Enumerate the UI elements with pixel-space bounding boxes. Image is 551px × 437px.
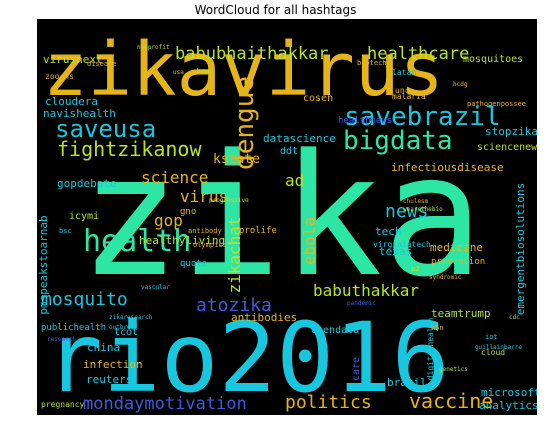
word-healthyliving: healthyliving [139,234,225,247]
word-china: china [87,341,120,354]
word-healthcare: healthcare [367,44,469,64]
word-iot: iot [485,333,498,341]
word-babuthakkar: babuthakkar [313,281,419,300]
word-mosquito: mosquito [41,289,128,310]
word-research: research [47,336,76,343]
word-usa: usa [173,69,184,76]
word-pregnancy: pregnancy [41,400,85,409]
word-datascience: datascience [263,132,336,145]
word-news: news [385,201,428,222]
word-cloudera: cloudera [45,95,98,108]
word-ad: ad [285,171,304,190]
word-health: health [83,224,191,259]
word-prevention: prevention [431,257,485,267]
word-science: science [141,168,208,187]
word-cdc: cdc [509,314,520,321]
word-quote: quote [180,259,207,269]
word-publichealth: publichealth [41,323,106,333]
word-vascular: vascular [141,284,170,291]
word-genetics: genetics [439,366,468,373]
word-unc: unc [395,86,410,95]
word-chulesm: chulesm [403,198,429,205]
word-analytics: analytics [479,399,537,412]
word-malaria: malaria [392,92,426,101]
cloud-background [37,19,537,415]
word-outbreak: outbreak [109,324,138,331]
word-p2: p2 [411,265,419,273]
word-atozika: atozika [196,295,272,316]
word-sciencenews: sciencenews [477,142,537,153]
word-politics: politics [285,392,372,413]
word-reuters: reuters [86,373,132,386]
word-pathogenpossee: pathogenpossee [467,100,526,108]
word-tcot: tcot [114,327,138,338]
word-virusnext: virusnext [43,53,103,66]
word-kstate: kstate [213,152,260,167]
word-care: care [351,357,362,381]
word-cosen: cosen [303,93,333,104]
word-microsoft: microsoft [481,386,537,399]
word-opendata: opendata [311,325,359,336]
word-icymi: icymi [69,211,99,222]
word-dengue: dengue [230,76,260,170]
word-obama: obama [193,68,211,75]
word-ebola: ebola [300,217,319,265]
word-nonprofit: nonprofit [137,44,170,51]
word-latam: latam [392,68,416,77]
word-wearethebio: wearethebio [403,206,443,213]
word-disease: disease [87,60,117,68]
word-virginiatech: virginiatech [373,240,431,249]
word-pmspeakstoarnab: pmspeakstoarnab [37,215,50,314]
word-teamtrump: teamtrump [431,307,491,320]
word-guillainbarre: guillainbarre [475,344,522,351]
word-stopzika: stopzika [485,125,537,138]
word-zoochs: zoochs [45,72,74,81]
word-mosquitoes: mosquitoes [463,54,523,65]
word-progressive: progressive [209,197,249,204]
word-syndromic: syndromic [429,274,462,281]
word-zikavirus: zikavirus [43,27,444,113]
word-h5n: h5n [431,324,444,332]
word-ddt: ddt [280,146,298,157]
word-prolife: prolife [239,226,277,236]
word-gopdebate: gopdebate [57,177,117,190]
word-digitalhealth: digitalhealth [426,318,435,381]
word-brazil: brazil [387,376,427,389]
word-babubhaithakkar: babubhaithakkar [175,44,329,64]
word-antibodies: antibodies [231,311,297,324]
word-rio2016: rio2016 [45,302,450,414]
word-zikaresearch: zikaresearch [109,314,153,321]
word-healthnews: healthnews [338,116,392,126]
word-tech: tech [375,225,402,238]
word-infection: infection [83,358,143,371]
word-vaccine: vaccine [409,389,493,413]
word-gno: gno [180,207,196,217]
word-cloud: cloud [481,348,505,357]
word-navishealth: navishealth [43,107,116,120]
word-texas: texas [379,245,412,258]
word-mondaymotivation: mondaymotivation [83,394,247,414]
word-saveusa: saveusa [55,115,156,143]
word-infectiousdisease: infectiousdisease [391,161,504,174]
word-bsc: bsc [59,227,72,235]
word-bigdata: bigdata [343,126,453,156]
word-savebrazil: savebrazil [344,102,501,132]
word-emergentbiosolutions: emergentbiosolutions [514,183,527,315]
word-zikachat: zikachat [225,216,244,293]
word-gop: gop [154,211,183,230]
word-pandemic: pandemic [347,300,376,307]
word-virus: virus [180,187,228,206]
chart-title: WordCloud for all hashtags [194,3,357,17]
word-zika: zika [79,118,484,314]
word-medicine: medicine [430,241,483,254]
word-fightzikanow: fightzikanow [57,137,202,161]
word-antibody: antibody [188,227,222,235]
word-hcdg: hcdg [453,81,468,88]
word-olympics: olympics [193,241,227,249]
word-biotech: biotech [357,59,387,67]
